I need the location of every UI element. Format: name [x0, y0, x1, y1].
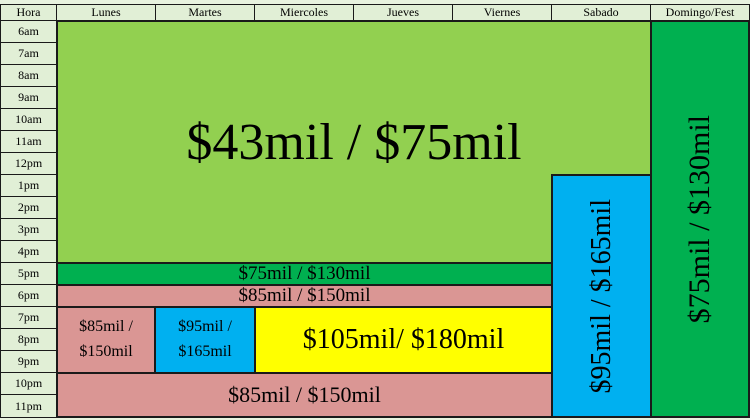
hour-label: 9pm	[0, 350, 57, 373]
hour-label: 9am	[0, 86, 57, 109]
weekday-6pm-block: $85mil / $150mil	[56, 284, 553, 308]
saturday-block: $95mil / $165mil	[551, 174, 652, 418]
hour-label: 6pm	[0, 284, 57, 307]
hour-label: 2pm	[0, 196, 57, 219]
hour-label: 1pm	[0, 174, 57, 197]
hour-label: 11am	[0, 130, 57, 153]
hour-label: 12pm	[0, 152, 57, 175]
sunday-block-label: $75mil / $130mil	[683, 114, 716, 324]
header-day-monday: Lunes	[56, 4, 156, 21]
weekday-late-night-block: $85mil / $150mil	[56, 372, 553, 418]
header-day-tuesday: Martes	[155, 4, 255, 21]
hour-label: 5pm	[0, 262, 57, 285]
monday-night-block: $85mil / $150mil	[56, 306, 156, 374]
weekday-daytime-block: $43mil / $75mil	[56, 20, 652, 264]
hour-label: 8pm	[0, 328, 57, 351]
hour-label: 7pm	[0, 306, 57, 329]
header-day-friday: Viernes	[452, 4, 552, 21]
weekday-5pm-block: $75mil / $130mil	[56, 262, 553, 286]
header-day-thursday: Jueves	[353, 4, 453, 21]
hour-label: 11pm	[0, 394, 57, 418]
hour-label: 10am	[0, 108, 57, 131]
tuesday-night-block: $95mil / $165mil	[154, 306, 256, 374]
hour-label: 8am	[0, 64, 57, 87]
hour-label: 4pm	[0, 240, 57, 263]
hour-label: 3pm	[0, 218, 57, 241]
saturday-block-label: $95mil / $165mil	[585, 198, 617, 394]
hour-label: 6am	[0, 20, 57, 43]
header-day-saturday: Sabado	[551, 4, 651, 21]
header-day-sunday: Domingo/Fest	[650, 4, 750, 21]
hour-label: 10pm	[0, 372, 57, 395]
header-day-wednesday: Miercoles	[254, 4, 354, 21]
sunday-block: $75mil / $130mil	[650, 20, 750, 418]
header-hour-label: Hora	[0, 4, 57, 21]
hour-label: 7am	[0, 42, 57, 65]
wednesday-friday-night-block: $105mil/ $180mil	[254, 306, 553, 374]
